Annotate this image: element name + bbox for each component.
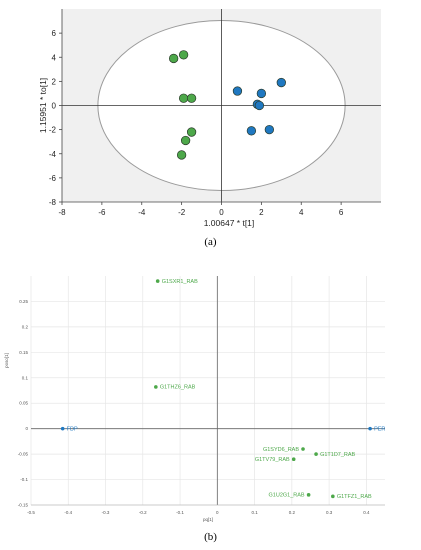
y-tick-label: -0.1 [20,477,28,482]
panel-label-b: (b) [204,531,217,543]
y-axis-title: 1.15951 * to[1] [38,78,48,133]
data-point [168,53,179,64]
data-label: G1T1D7_RAB [320,452,355,458]
data-label: G1TFZ1_RAB [337,494,372,500]
x-tick-label: -6 [98,208,106,217]
data-point [232,86,243,96]
y-tick-label: 0.1 [22,375,29,380]
data-point [301,447,305,451]
data-label: G1THZ6_RAB [160,385,196,391]
x-tick-label: -0.3 [102,510,110,515]
data-point [306,493,311,497]
y-tick-label: -0.05 [18,452,29,457]
y-tick-label: 0 [25,426,28,431]
data-point [254,100,265,111]
data-point [186,93,197,103]
x-tick-label: 0.4 [363,510,370,515]
y-tick-label: 0.25 [19,299,28,304]
data-point [178,50,189,60]
data-point [176,150,187,160]
data-point [60,426,65,431]
y-tick-label: -8 [49,198,57,207]
y-tick-label: 2 [52,77,57,86]
x-tick-label: -8 [58,208,66,217]
loading-plot-b: -0.5 -0.4 -0.3 -0.2 -0.1 0 0.1 0.2 0.3 0.4 0.25 0.2… [4,276,385,522]
y-tick-label: 0.05 [19,401,28,406]
x-tick-label: -0.4 [64,510,72,515]
x-tick-label: 0 [216,510,219,515]
x-tick-label: 0.2 [289,510,296,515]
y-axis-title: poso[1] [4,353,9,368]
data-point [178,93,189,103]
x-tick-label: 0 [219,208,224,217]
y-tick-label: 0 [52,102,57,111]
data-label: G1SYD6_RAB [263,447,299,453]
x-tick-label: 2 [259,208,264,217]
data-point [331,494,335,499]
data-point [368,426,372,431]
data-label: G1U2G1_RAB [269,493,305,499]
data-label: FDP [67,426,78,432]
x-tick-label: -0.2 [139,510,147,515]
data-label: G1SXR1_RAB [162,279,198,285]
data-point [264,124,275,135]
score-plot-a: -8 -6 -4 -2 0 2 4 6 -8 -6 -4 -2 0 2 4 6 1.00647 * t[1] 1.… [38,9,381,228]
x-axis-title: 1.00647 * t[1] [204,218,255,228]
panel-label-a: (a) [204,236,217,248]
data-point [186,127,197,137]
y-tick-label: 0.15 [19,350,28,355]
data-point [314,452,318,456]
x-tick-label: 4 [299,208,304,217]
data-point [154,385,158,389]
x-tick-label: 0.3 [326,510,333,515]
y-tick-label: 0.2 [22,324,29,329]
data-point [256,88,267,99]
y-tick-label: -0.15 [18,503,29,508]
y-tick-label: 4 [52,53,57,62]
y-tick-label: -4 [49,150,57,159]
x-tick-label: -4 [138,208,146,217]
x-tick-label: -0.5 [27,510,35,515]
x-axis-title: pq[1] [203,517,213,522]
y-tick-label: 6 [52,29,57,38]
data-point [291,457,296,461]
data-point [180,135,191,146]
data-label: G1TV79_RAB [255,457,290,463]
y-tick-label: -2 [49,126,57,135]
data-label: PER [374,426,385,432]
x-tick-label: -0.1 [176,510,184,515]
data-point [155,279,160,283]
x-tick-label: -2 [178,208,186,217]
data-point [246,126,257,136]
x-tick-label: 0.1 [251,510,258,515]
x-tick-label: 6 [339,208,344,217]
y-tick-label: -6 [49,174,57,183]
data-point [276,77,286,88]
